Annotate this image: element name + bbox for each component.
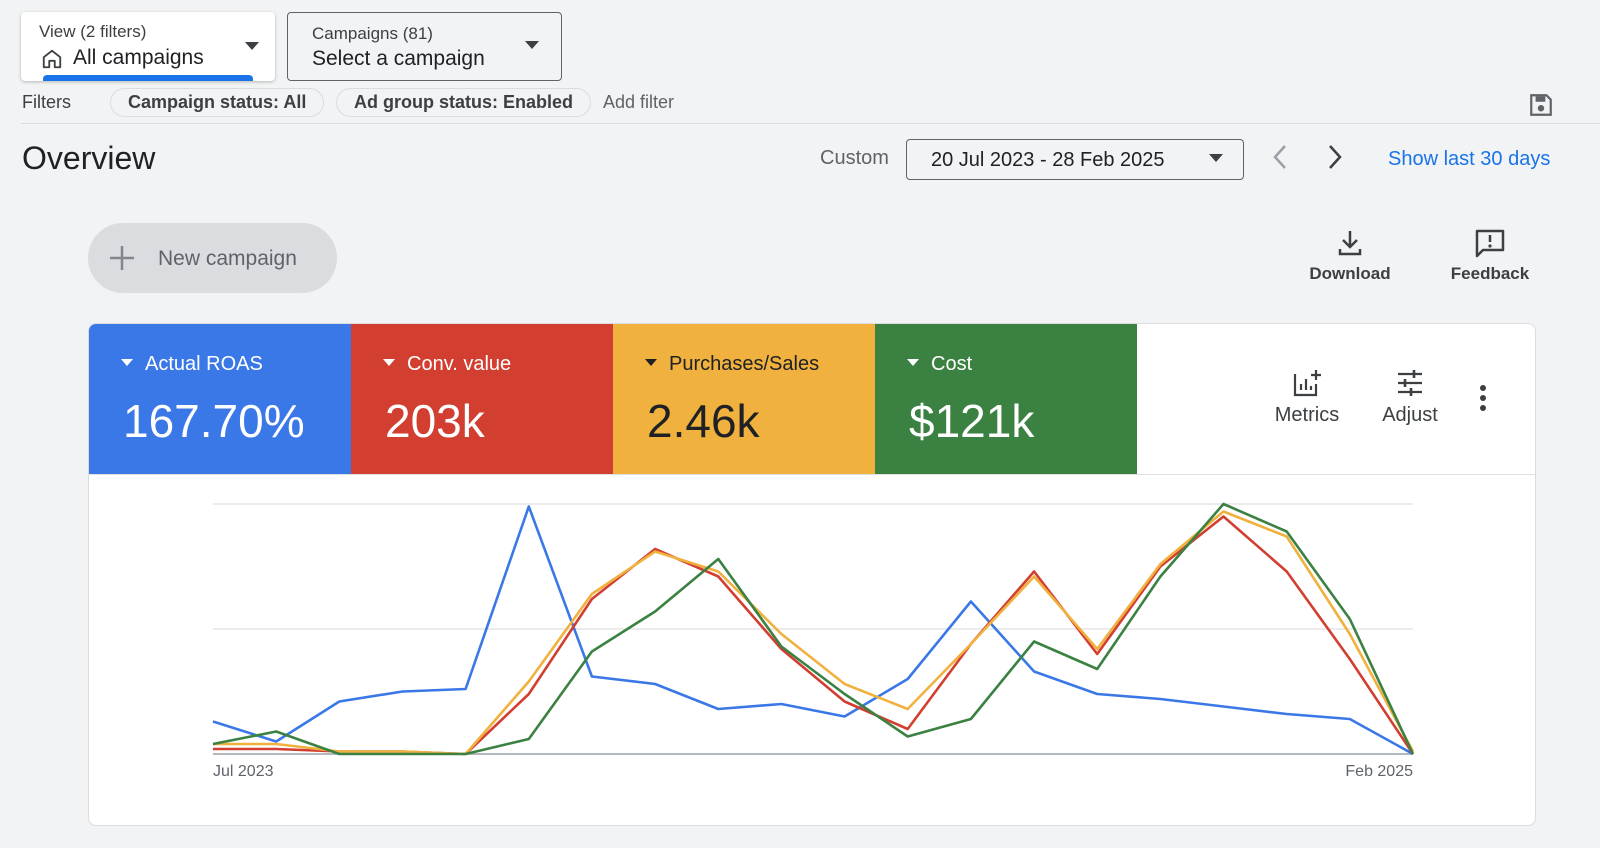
filters-label: Filters	[22, 92, 71, 112]
campaign-selector[interactable]: Campaigns (81) Select a campaign	[287, 12, 562, 81]
scorecard-value: $121k	[909, 395, 1035, 447]
new-campaign-label: New campaign	[158, 247, 297, 270]
adjust-button[interactable]: Adjust	[1365, 368, 1455, 427]
divider	[89, 474, 1535, 475]
filter-chip-campaign-status[interactable]: Campaign status: All	[110, 88, 325, 117]
chevron-down-icon	[245, 42, 259, 50]
scorecard-label: Cost	[907, 353, 972, 376]
series-line-actual-roas	[212, 505, 1414, 756]
new-campaign-button[interactable]: New campaign	[88, 223, 337, 293]
scorecard-label-text: Conv. value	[407, 353, 512, 375]
more-vert-icon[interactable]	[1479, 384, 1487, 412]
scorecard-label: Actual ROAS	[121, 353, 263, 376]
chevron-left-icon[interactable]	[1270, 144, 1290, 170]
campaign-selector-value: Select a campaign	[312, 47, 485, 70]
x-tick-label-end: Feb 2025	[1345, 763, 1413, 780]
date-range-picker[interactable]: 20 Jul 2023 - 28 Feb 2025	[906, 139, 1244, 180]
feedback-label: Feedback	[1450, 264, 1530, 283]
campaign-selector-label: Campaigns (81)	[312, 24, 433, 43]
save-icon[interactable]	[1528, 92, 1554, 118]
view-selector[interactable]: View (2 filters) All campaigns	[21, 12, 275, 81]
feedback-icon	[1475, 229, 1505, 258]
divider	[21, 123, 1600, 124]
dropdown-arrow-icon	[383, 359, 395, 367]
performance-card: Actual ROAS 167.70% Conv. value 203k Pur…	[88, 323, 1536, 826]
scorecard-cost[interactable]: Cost $121k	[875, 324, 1137, 474]
date-mode-label: Custom	[820, 147, 889, 169]
feedback-button[interactable]: Feedback	[1440, 228, 1540, 284]
scorecard-label-text: Actual ROAS	[145, 353, 263, 375]
series-line-purchases-sales	[213, 510, 1415, 756]
dropdown-arrow-icon	[907, 359, 919, 367]
scorecard-label-text: Purchases/Sales	[669, 353, 820, 375]
page-title: Overview	[22, 140, 156, 176]
show-last-30-days-link[interactable]: Show last 30 days	[1388, 148, 1551, 170]
scorecard-purchases-sales[interactable]: Purchases/Sales 2.46k	[613, 324, 875, 474]
chevron-right-icon[interactable]	[1325, 144, 1345, 170]
add-chart-icon	[1293, 370, 1321, 397]
download-icon	[1338, 231, 1362, 256]
plus-icon	[110, 246, 134, 270]
add-filter-button[interactable]: Add filter	[603, 92, 675, 112]
chevron-down-icon	[525, 41, 539, 49]
view-selector-value: All campaigns	[73, 46, 204, 69]
series-line-conv-value	[213, 515, 1415, 756]
scorecard-value: 167.70%	[123, 395, 305, 447]
series-line-cost	[212, 502, 1415, 756]
dropdown-arrow-icon	[645, 359, 657, 367]
performance-line-chart: Jul 2023 Feb 2025	[212, 502, 1415, 780]
adjust-label: Adjust	[1382, 404, 1438, 426]
selected-indicator	[43, 75, 253, 81]
date-range-value: 20 Jul 2023 - 28 Feb 2025	[931, 149, 1165, 171]
chart-series	[212, 502, 1415, 756]
filter-chip-ad-group-status[interactable]: Ad group status: Enabled	[336, 88, 592, 117]
scorecard-value: 203k	[385, 395, 485, 447]
dropdown-arrow-icon	[121, 359, 133, 367]
x-tick-label-start: Jul 2023	[213, 763, 274, 780]
download-label: Download	[1309, 264, 1391, 283]
scorecard-label: Purchases/Sales	[645, 353, 819, 376]
scorecard-value: 2.46k	[647, 395, 760, 447]
scorecard-conv-value[interactable]: Conv. value 203k	[351, 324, 613, 474]
download-button[interactable]: Download	[1302, 228, 1398, 284]
home-icon	[42, 49, 62, 69]
metrics-button[interactable]: Metrics	[1257, 368, 1357, 427]
scorecard-label: Conv. value	[383, 353, 511, 376]
metrics-label: Metrics	[1274, 404, 1340, 426]
scorecard-actual-roas[interactable]: Actual ROAS 167.70%	[89, 324, 351, 474]
view-selector-label: View (2 filters)	[39, 22, 147, 41]
chevron-down-icon	[1209, 154, 1223, 162]
tune-icon	[1398, 370, 1422, 396]
chart-grid	[213, 503, 1413, 755]
scorecard-label-text: Cost	[931, 353, 973, 375]
